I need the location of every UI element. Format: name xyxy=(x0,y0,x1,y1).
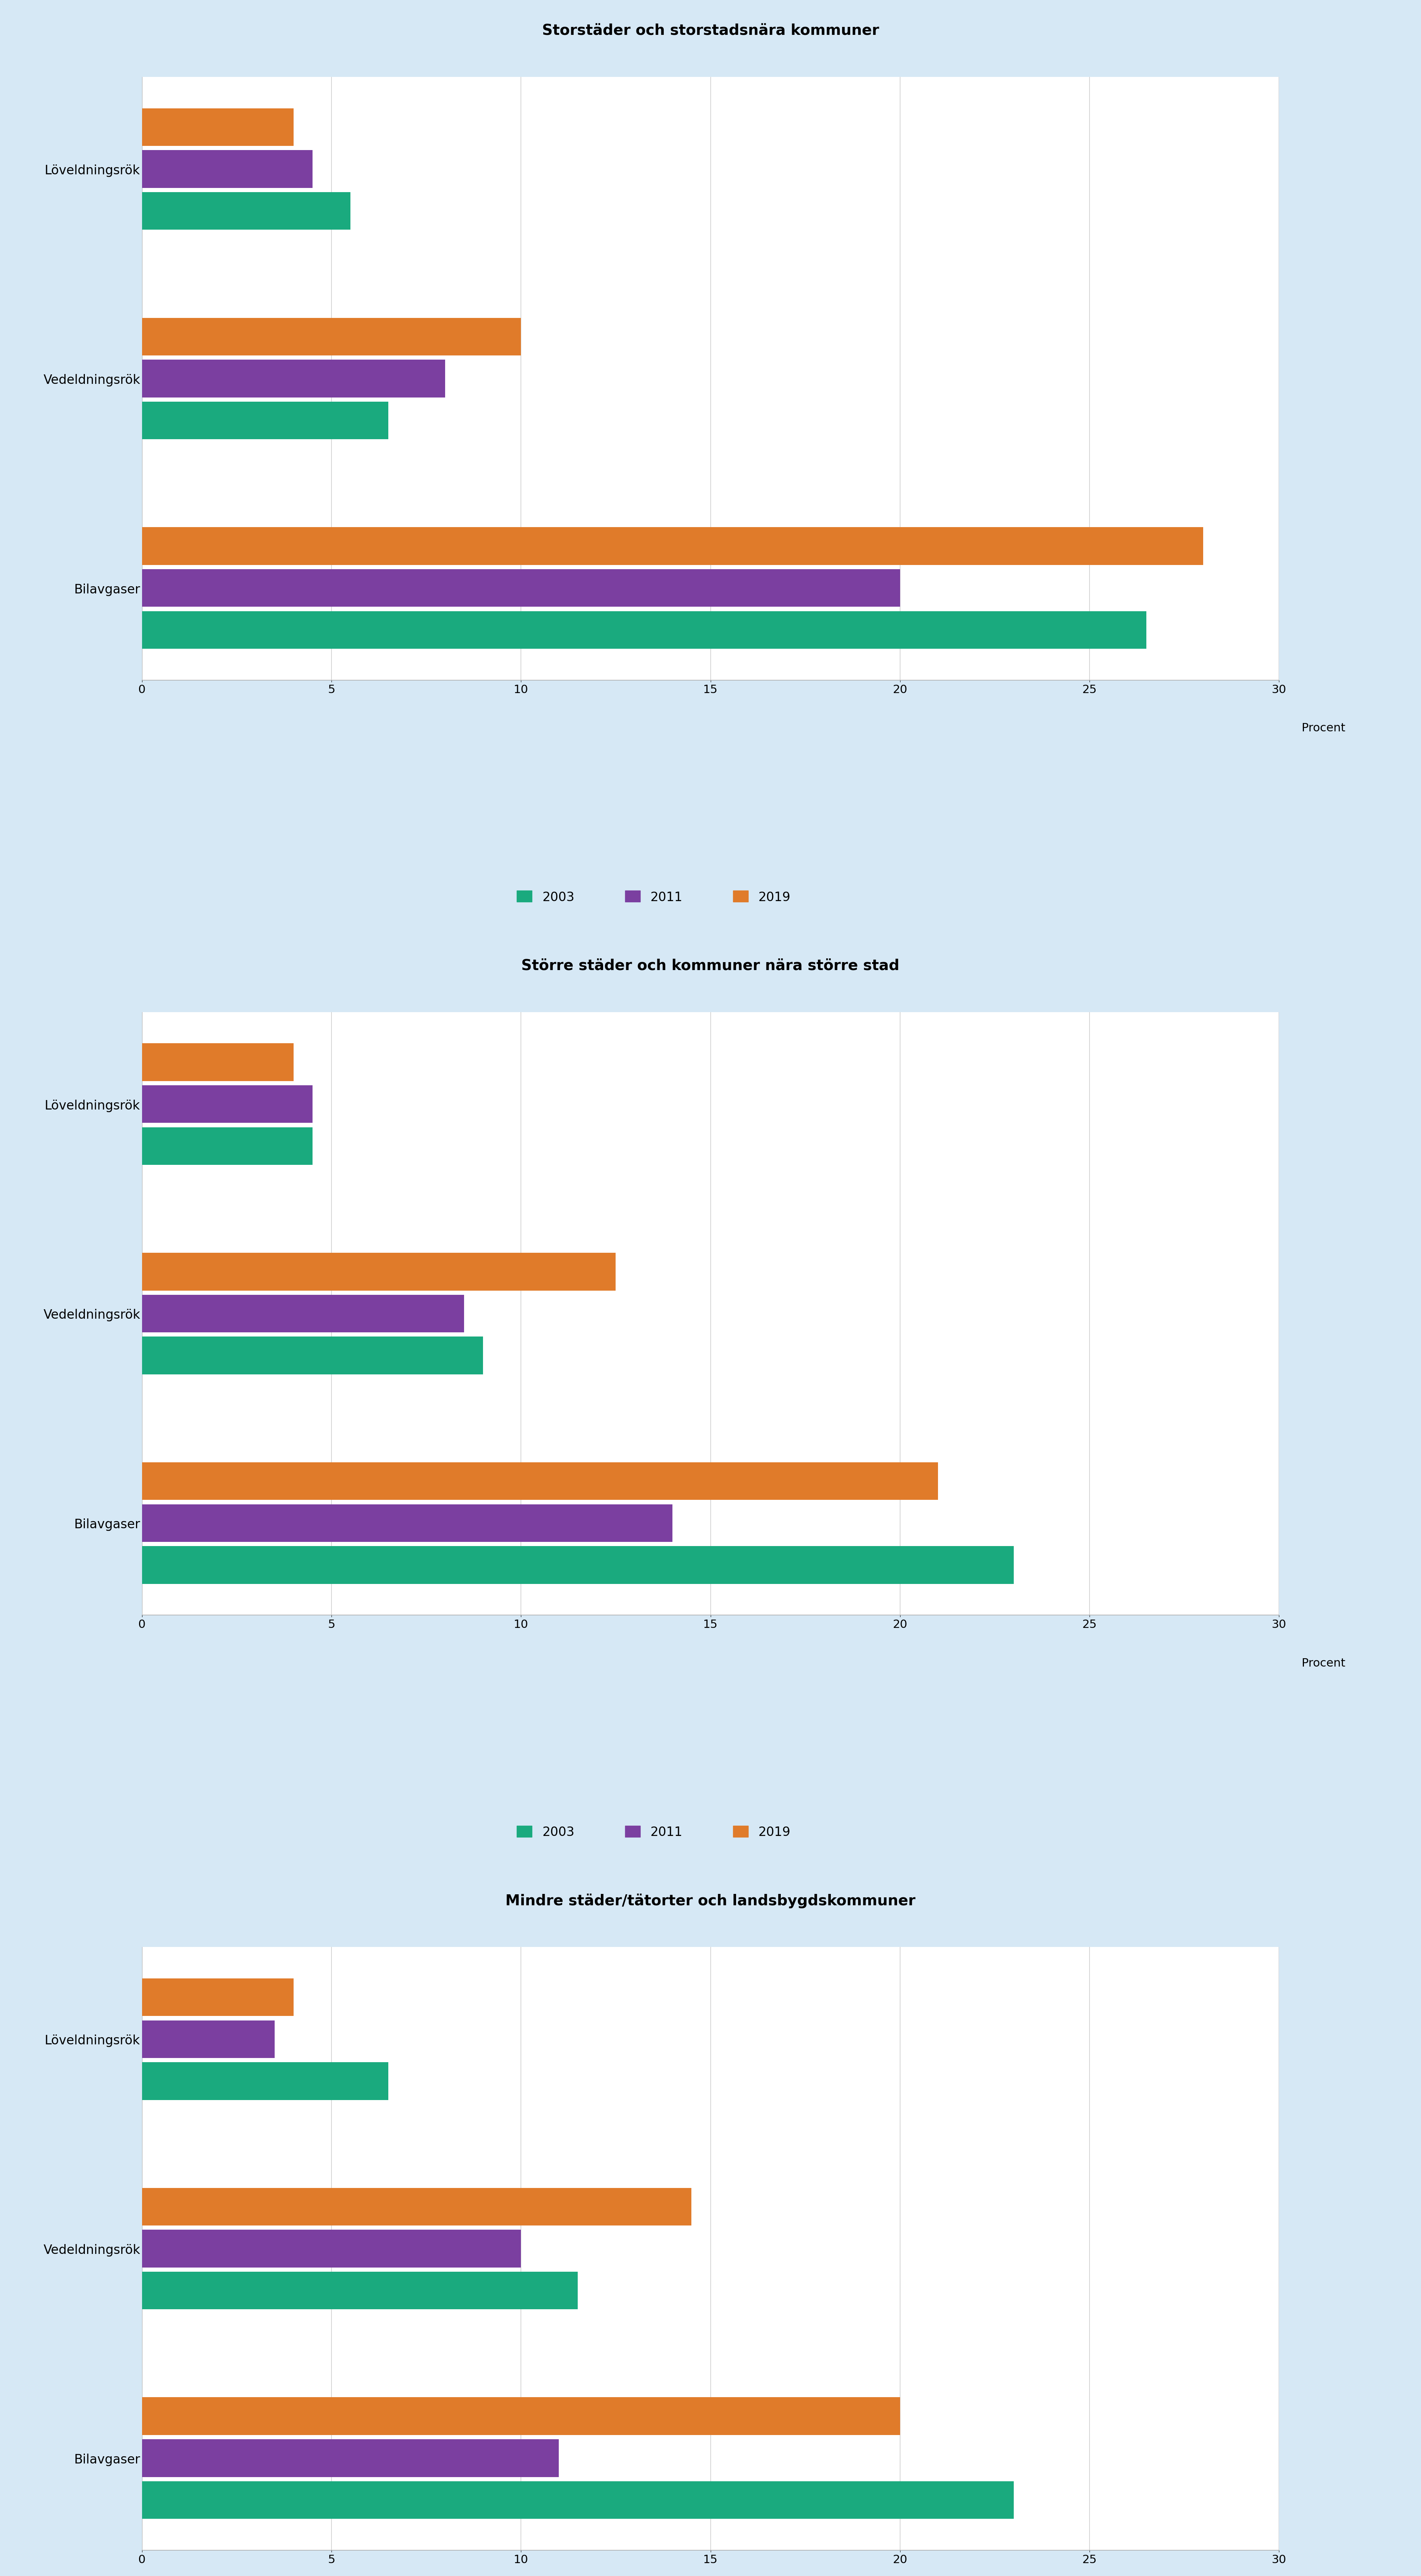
Title: Storstäder och storstadsnära kommuner: Storstäder och storstadsnära kommuner xyxy=(541,23,880,39)
Legend: 2003, 2011, 2019: 2003, 2011, 2019 xyxy=(512,886,796,909)
Bar xyxy=(142,1546,1013,1584)
Bar xyxy=(142,1128,313,1164)
Bar xyxy=(142,149,313,188)
Bar xyxy=(142,611,1147,649)
Bar xyxy=(142,1337,483,1376)
Bar xyxy=(142,1043,294,1082)
Bar xyxy=(142,528,1204,564)
Bar xyxy=(142,317,522,355)
Legend: 2003, 2011, 2019: 2003, 2011, 2019 xyxy=(512,1821,796,1844)
Bar xyxy=(142,2063,388,2099)
Bar xyxy=(142,402,388,440)
Bar xyxy=(142,2020,274,2058)
Bar xyxy=(142,2481,1013,2519)
Title: Större städer och kommuner nära större stad: Större städer och kommuner nära större s… xyxy=(522,958,899,974)
Bar xyxy=(142,2398,899,2434)
Bar xyxy=(142,361,445,397)
Bar xyxy=(142,1252,615,1291)
Bar xyxy=(142,1504,672,1543)
Bar xyxy=(142,1463,938,1499)
Bar xyxy=(142,2272,578,2311)
Bar xyxy=(142,569,899,608)
Bar xyxy=(142,1084,313,1123)
Bar xyxy=(142,2439,558,2478)
Title: Mindre städer/tätorter och landsbygdskommuner: Mindre städer/tätorter och landsbygdskom… xyxy=(506,1893,915,1909)
Bar xyxy=(142,2187,692,2226)
Bar xyxy=(142,193,351,229)
Bar xyxy=(142,1296,465,1332)
Bar xyxy=(142,2231,522,2267)
Bar xyxy=(142,1978,294,2017)
Text: Procent: Procent xyxy=(1302,724,1346,734)
Text: Procent: Procent xyxy=(1302,1656,1346,1669)
Bar xyxy=(142,108,294,147)
